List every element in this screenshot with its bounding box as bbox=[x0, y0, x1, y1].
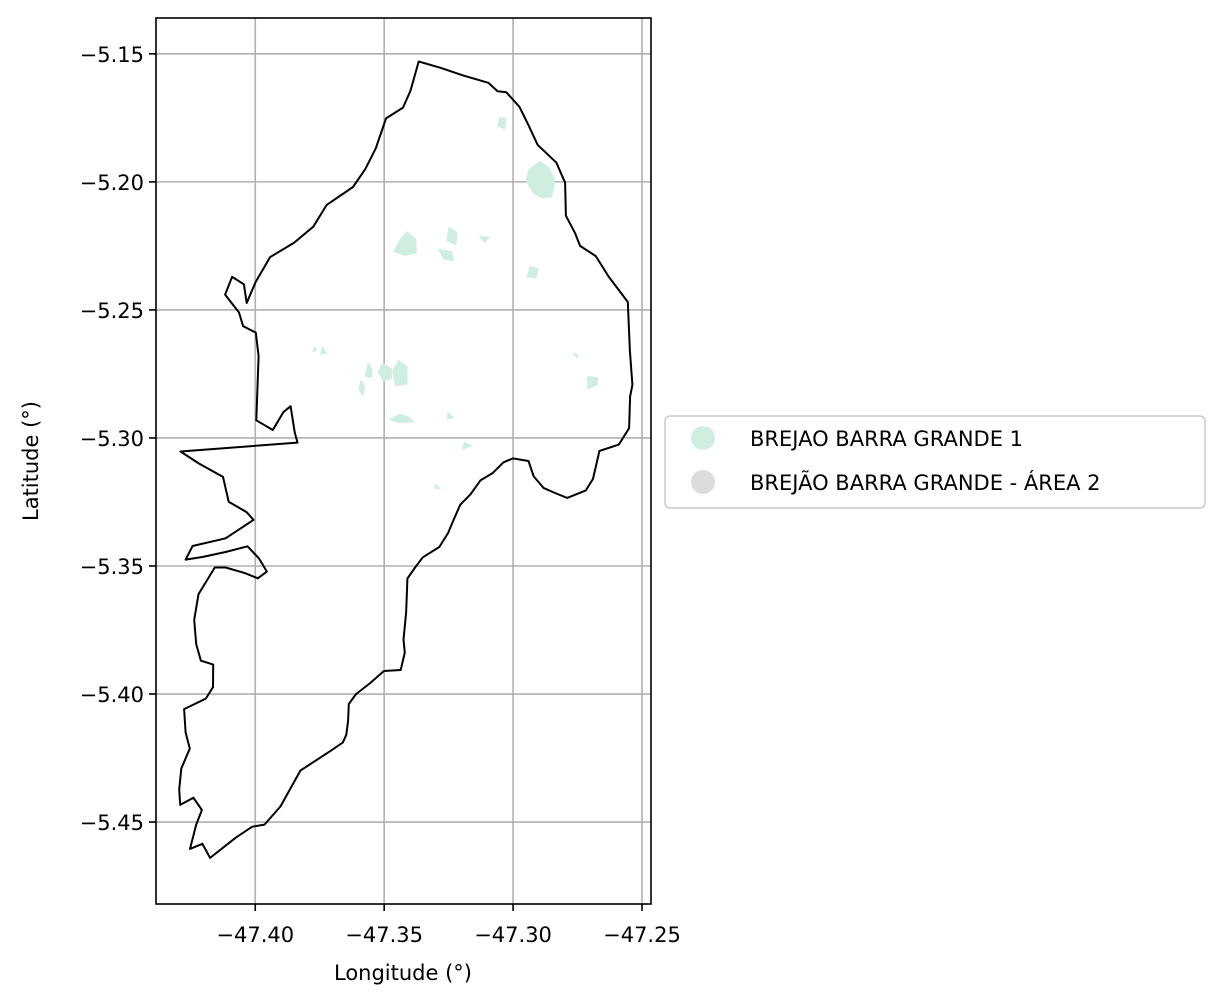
legend-marker-brejao-1 bbox=[691, 426, 715, 450]
x-axis-label: Longitude (°) bbox=[334, 961, 472, 985]
y-tick-label-0: −5.15 bbox=[80, 43, 144, 67]
legend-label-brejao-area-2: BREJÃO BARRA GRANDE - ÁREA 2 bbox=[750, 469, 1101, 495]
x-tick-label-2: −47.30 bbox=[474, 923, 552, 947]
y-tick-label-3: −5.30 bbox=[80, 427, 144, 451]
x-tick-label-0: −47.40 bbox=[216, 923, 294, 947]
y-tick-label-5: −5.40 bbox=[80, 683, 144, 707]
y-tick-label-4: −5.35 bbox=[80, 555, 144, 579]
y-tick-label-6: −5.45 bbox=[80, 811, 144, 835]
legend-marker-brejao-area-2 bbox=[691, 470, 715, 494]
x-tick-label-1: −47.35 bbox=[345, 923, 423, 947]
y-tick-label-2: −5.25 bbox=[80, 299, 144, 323]
y-tick-label-1: −5.20 bbox=[80, 171, 144, 195]
y-axis-label: Latitude (°) bbox=[19, 401, 43, 521]
legend: BREJAO BARRA GRANDE 1 BREJÃO BARRA GRAND… bbox=[665, 416, 1205, 508]
legend-label-brejao-1: BREJAO BARRA GRANDE 1 bbox=[750, 427, 1023, 451]
x-tick-label-3: −47.25 bbox=[603, 923, 681, 947]
